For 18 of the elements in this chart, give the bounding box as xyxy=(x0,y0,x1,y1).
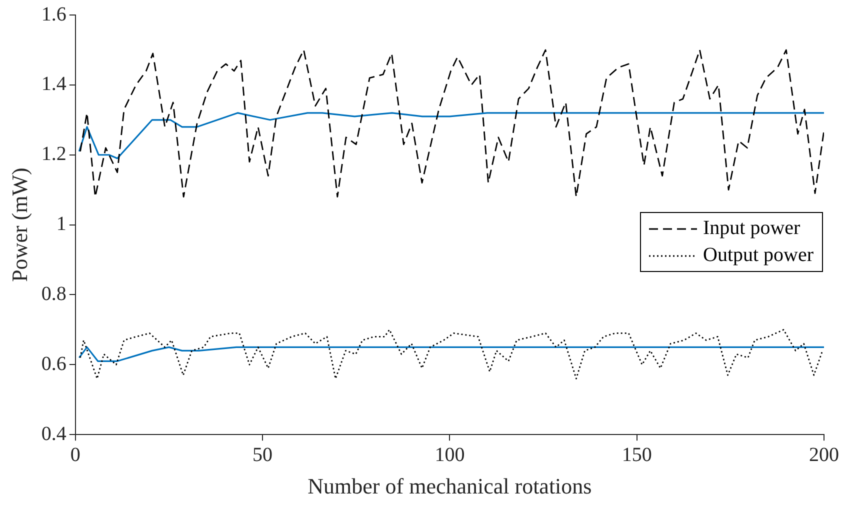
x-tick-label: 200 xyxy=(809,444,839,466)
line-series xyxy=(80,49,824,198)
y-tick-label: 0.4 xyxy=(41,422,66,445)
x-tick-label: 150 xyxy=(622,444,652,466)
y-tick-label: 0.8 xyxy=(41,282,66,305)
y-tick-label: 1.6 xyxy=(41,3,66,26)
y-tick-label: 1 xyxy=(56,213,66,236)
line-series xyxy=(80,329,824,380)
y-tick-label: 1.2 xyxy=(41,143,66,166)
x-axis-title: Number of mechanical rotations xyxy=(308,474,592,499)
y-tick-label: 1.4 xyxy=(41,73,66,96)
y-tick-label: 0.6 xyxy=(41,352,66,375)
x-tick-label: 50 xyxy=(252,444,273,466)
x-tick-label: 100 xyxy=(434,444,465,466)
legend-label: Input power xyxy=(703,217,800,240)
y-axis-title: Power (mW) xyxy=(6,168,32,282)
x-tick-label: 0 xyxy=(70,444,80,466)
legend-label: Output power xyxy=(703,244,814,268)
